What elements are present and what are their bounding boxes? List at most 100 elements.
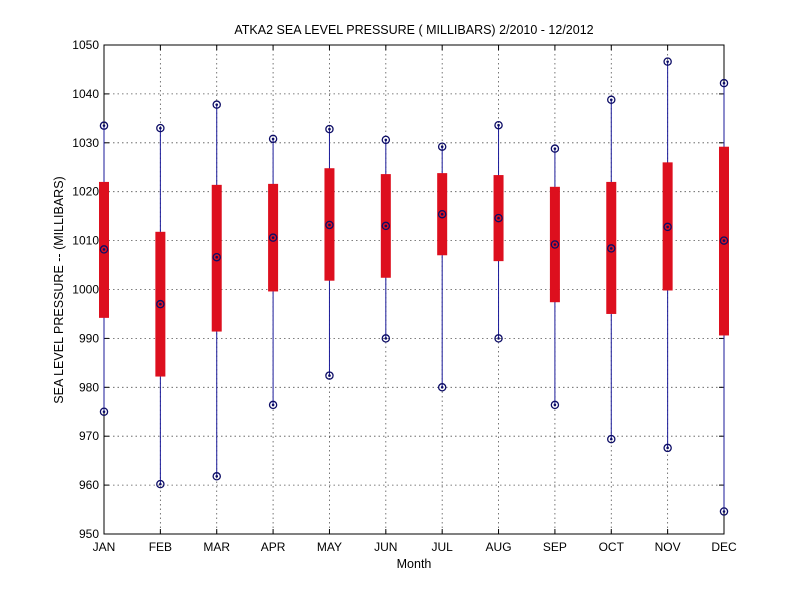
max-marker	[99, 121, 109, 130]
min-marker-dot	[271, 403, 275, 407]
box-dec	[719, 78, 729, 516]
y-tick-labels: 950 960 970 980 990 1000 1010 1020 1030 1040 1050	[72, 38, 99, 541]
x-tick-label: FEB	[149, 540, 172, 554]
median-marker-dot	[328, 223, 331, 227]
min-marker	[607, 434, 616, 444]
y-tick-label: 1040	[72, 87, 99, 101]
max-marker	[212, 100, 221, 109]
max-marker-dot	[215, 103, 219, 106]
x-tick-label: AUG	[486, 540, 512, 554]
box-feb	[155, 123, 166, 489]
median-marker-dot	[271, 236, 275, 239]
y-tick-label: 1000	[72, 283, 99, 297]
min-marker-dot	[440, 386, 444, 389]
median-marker	[156, 299, 165, 309]
max-marker	[437, 142, 447, 151]
min-marker	[437, 383, 447, 392]
max-marker	[156, 123, 165, 133]
median-marker-dot	[102, 248, 106, 251]
box-jul	[437, 142, 448, 392]
box-series	[99, 57, 729, 516]
median-marker	[268, 233, 278, 242]
max-marker	[381, 135, 391, 145]
grid-lines	[104, 45, 724, 534]
y-tick-label: 950	[79, 527, 99, 541]
min-marker-dot	[497, 337, 500, 340]
min-marker-dot	[666, 446, 669, 450]
median-marker	[550, 240, 560, 249]
min-marker	[494, 334, 503, 343]
median-marker-dot	[215, 255, 219, 259]
box-jun	[380, 135, 391, 343]
min-marker-dot	[722, 510, 726, 513]
max-marker	[607, 95, 616, 105]
y-tick-label: 960	[79, 478, 99, 492]
max-marker-dot	[440, 145, 444, 149]
min-marker	[156, 479, 165, 489]
box-may	[324, 124, 335, 380]
min-marker-dot	[384, 337, 388, 340]
min-marker	[325, 371, 334, 380]
median-marker-dot	[666, 225, 669, 229]
box-nov	[662, 57, 673, 453]
x-tick-label: MAR	[203, 540, 230, 554]
median-marker	[437, 209, 447, 219]
min-marker	[663, 443, 672, 453]
x-tick-label: MAY	[317, 540, 342, 554]
median-marker	[719, 236, 729, 245]
x-tick-label: NOV	[655, 540, 681, 554]
min-marker-dot	[328, 374, 331, 377]
median-marker-dot	[609, 247, 613, 250]
y-tick-label: 1010	[72, 234, 99, 248]
x-tick-label: SEP	[543, 540, 567, 554]
y-axis-label: SEA LEVEL PRESSURE -- (MILLIBARS)	[52, 176, 66, 403]
box-jan	[99, 121, 109, 416]
x-tick-labels: JAN FEB MAR APR MAY JUN JUL AUG SEP OCT NOV DEC	[93, 540, 737, 554]
median-marker-dot	[722, 239, 726, 242]
max-marker	[494, 120, 503, 130]
y-tick-label: 1030	[72, 136, 99, 150]
min-marker	[212, 472, 221, 481]
max-marker	[550, 144, 560, 153]
min-marker	[550, 400, 560, 410]
x-tick-label: JUN	[374, 540, 397, 554]
median-marker	[663, 222, 672, 232]
max-marker-dot	[159, 126, 162, 130]
max-marker	[268, 134, 278, 144]
box-aug	[493, 120, 504, 343]
max-marker-dot	[328, 127, 331, 131]
median-marker	[381, 221, 391, 231]
min-marker	[381, 334, 391, 343]
median-marker	[212, 252, 221, 262]
max-marker-dot	[271, 137, 275, 141]
min-marker-dot	[215, 474, 219, 478]
y-tick-label: 970	[79, 429, 99, 443]
x-tick-label: DEC	[711, 540, 737, 554]
x-tick-label: OCT	[599, 540, 625, 554]
median-marker	[607, 244, 616, 253]
median-marker	[494, 213, 503, 223]
box-oct	[606, 95, 617, 444]
max-marker-dot	[553, 147, 557, 150]
box-mar	[211, 100, 222, 481]
min-marker	[99, 407, 109, 416]
median-marker-dot	[497, 216, 500, 220]
min-marker-dot	[102, 410, 106, 414]
max-marker-dot	[384, 138, 388, 142]
x-tick-label: JUL	[432, 540, 454, 554]
max-marker-dot	[497, 123, 500, 127]
min-marker	[719, 507, 729, 516]
median-marker-dot	[384, 224, 388, 228]
median-marker-dot	[553, 243, 557, 246]
y-tick-label: 990	[79, 331, 99, 345]
max-marker-dot	[666, 60, 669, 63]
max-marker-dot	[722, 81, 726, 85]
max-marker	[663, 57, 672, 66]
x-axis-label: Month	[397, 557, 432, 571]
max-marker-dot	[609, 98, 613, 102]
max-marker-dot	[102, 124, 106, 127]
min-marker-dot	[609, 437, 613, 441]
min-marker-dot	[553, 403, 557, 407]
y-tick-label: 1020	[72, 185, 99, 199]
